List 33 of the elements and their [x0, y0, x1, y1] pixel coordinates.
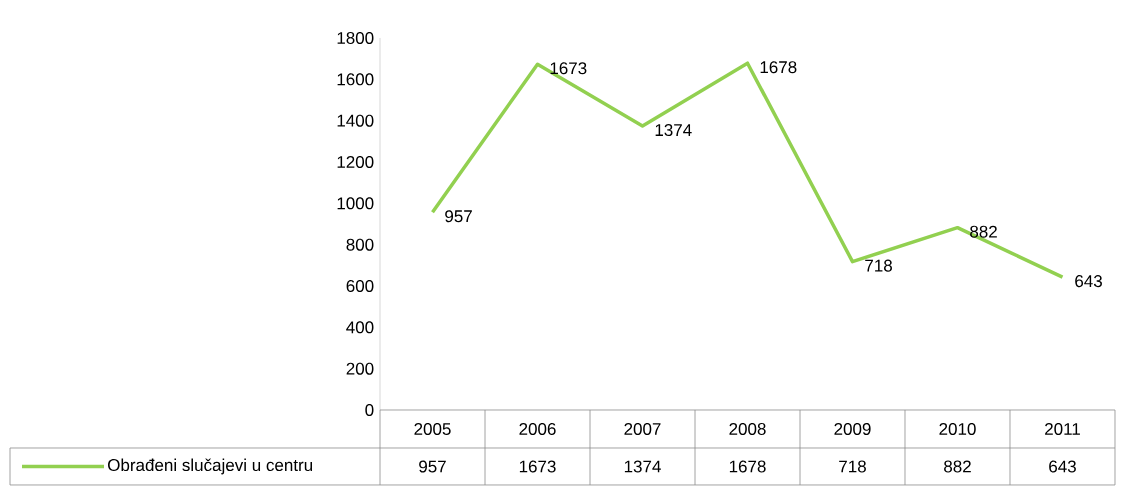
y-tick-label: 1200 — [337, 155, 374, 169]
data-label: 643 — [1075, 275, 1102, 288]
data-label: 718 — [865, 259, 892, 272]
y-tick-label: 200 — [346, 362, 374, 375]
data-label: 957 — [445, 210, 472, 223]
x-tick-label: 2011 — [1045, 422, 1080, 436]
x-tick-label: 2009 — [834, 422, 871, 436]
x-tick-label: 2005 — [414, 422, 451, 436]
line-series — [430, 61, 1065, 279]
x-tick-label: 2010 — [939, 422, 976, 436]
text: 1374 — [624, 460, 661, 473]
data-label: 882 — [970, 225, 997, 238]
text: 1673 — [519, 460, 556, 473]
x-tick-label: 2007 — [624, 422, 661, 436]
legend-label: Obrađeni slučajevi u centru — [108, 458, 313, 475]
y-tick-label: 1600 — [337, 73, 374, 86]
y-tick-label: 0 — [365, 403, 374, 417]
x-tick-label: 2008 — [729, 422, 766, 436]
y-tick-label: 1400 — [337, 114, 374, 127]
data-label: 1374 — [655, 124, 692, 137]
data-label: 1678 — [760, 61, 797, 74]
y-tick-label: 800 — [346, 238, 374, 251]
y-tick-label: 600 — [346, 279, 374, 293]
y-tick-label: 1800 — [337, 31, 374, 45]
text: 957 — [419, 460, 446, 473]
text: 718 — [839, 460, 866, 473]
text: 643 — [1049, 460, 1076, 473]
y-tick-label: 400 — [346, 321, 374, 334]
data-label: 1673 — [550, 62, 587, 75]
y-tick-label: 1000 — [337, 197, 374, 210]
text: 1678 — [729, 460, 766, 473]
text: 882 — [944, 460, 971, 473]
x-tick-label: 2006 — [519, 422, 556, 436]
